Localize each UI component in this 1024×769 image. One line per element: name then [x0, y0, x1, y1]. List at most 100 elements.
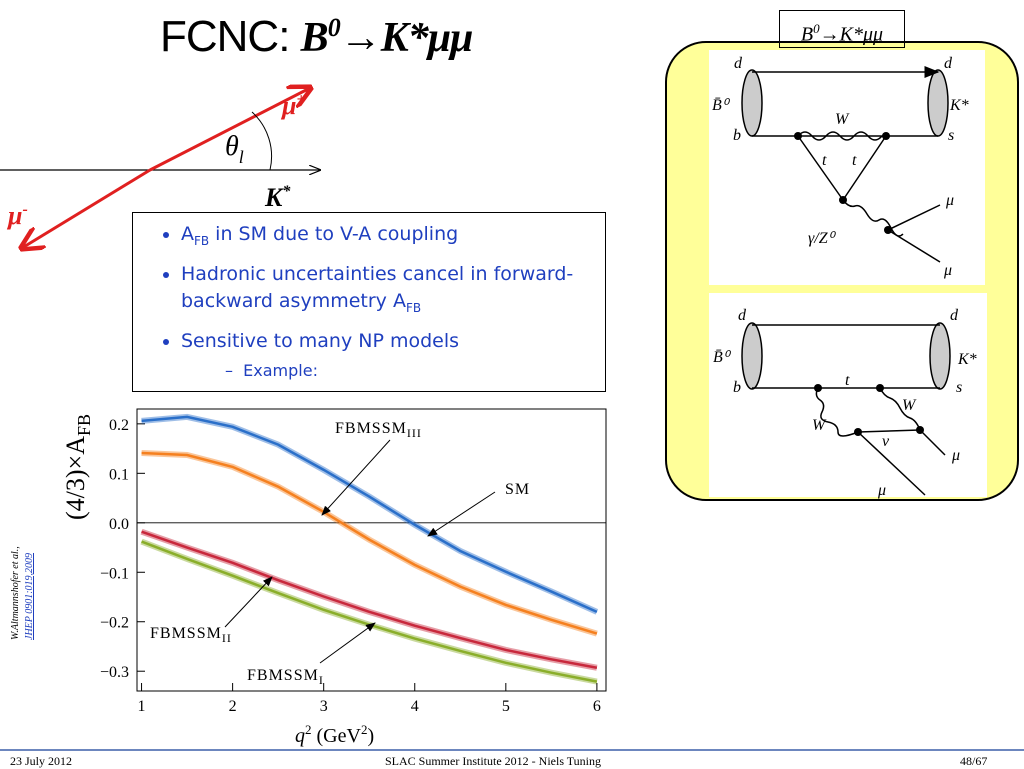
feynman-label: W	[902, 397, 917, 414]
bullet: AFB in SM due to V-A coupling	[181, 221, 605, 255]
label: II	[222, 631, 232, 645]
annotation-arrow	[319, 622, 376, 664]
annotation-arrow	[321, 439, 391, 516]
label: FBMSSM	[247, 667, 319, 684]
feynman-label: μ	[945, 192, 954, 209]
feynman-label: μ	[943, 262, 952, 279]
annotation-arrow	[224, 576, 273, 628]
label: 2	[305, 722, 312, 737]
label: SM	[505, 481, 530, 498]
series-label: FBMSSMIII	[335, 420, 422, 440]
muon-minus	[22, 168, 151, 248]
x-tick-label: 1	[138, 698, 146, 715]
feynman-label: μ	[877, 482, 886, 499]
label: θ	[225, 131, 239, 162]
label: μ	[6, 201, 22, 230]
label: K	[264, 183, 284, 212]
label: l	[239, 147, 244, 167]
x-tick-label: 4	[411, 698, 419, 715]
label: FBMSSM	[150, 625, 222, 642]
y-tick-label: −0.1	[100, 565, 129, 582]
feynman-label: d	[738, 307, 747, 324]
label: B	[800, 23, 814, 46]
feynman-label: K*	[957, 351, 977, 368]
muon-plus	[149, 88, 310, 172]
feynman-label: d	[950, 307, 959, 324]
label: (GeV	[312, 725, 362, 747]
feynman-label: t	[845, 372, 850, 389]
label: (4/3)×A	[61, 436, 90, 520]
title-prefix: FCNC:	[160, 12, 290, 61]
bullet-text: Sensitive to many NP models	[181, 329, 460, 352]
box-label: B0→K*μμ	[779, 10, 905, 48]
feynman-label: b	[733, 379, 741, 396]
feynman-label: W	[812, 417, 827, 434]
theta: θl	[225, 131, 244, 167]
feynman-label: b	[733, 127, 741, 144]
y-tick-label: 0.1	[109, 466, 129, 483]
feynman-label: B̄⁰	[712, 97, 731, 114]
bullet-box: AFB in SM due to V-A coupling Hadronic un…	[132, 212, 606, 392]
title-formula: 0	[327, 13, 341, 42]
bullet-text: Hadronic uncertainties cancel in forward…	[181, 262, 574, 312]
bullet-list: AFB in SM due to V-A coupling Hadronic un…	[133, 221, 605, 355]
bullet-text: in SM due to V-A coupling	[209, 223, 459, 245]
series-label: FBMSSMI	[247, 667, 324, 687]
series-line	[141, 451, 598, 635]
y-tick-label: 0.2	[109, 417, 129, 434]
mu-plus: μ+	[280, 91, 306, 120]
x-tick-label: 2	[229, 698, 237, 715]
subscript: FB	[194, 233, 210, 248]
feynman-label: t	[822, 152, 827, 169]
annotation-arrow	[427, 491, 496, 537]
title-formula: B	[300, 15, 329, 61]
feynman-labels: d d B̄⁰ K* b s Wt t μ γ/Z⁰ μ d d B̄⁰ K* b t s W Wν μ μ	[712, 55, 977, 499]
feynman-label: s	[956, 379, 962, 396]
feynman-label: γ/Z⁰	[808, 230, 837, 247]
plot-frame	[136, 408, 607, 692]
diagram-1-lines	[741, 66, 949, 263]
feynman-label: d	[734, 55, 743, 72]
footer-page: 48/67	[960, 754, 988, 768]
bullet: Sensitive to many NP models	[181, 328, 605, 355]
label: q	[295, 725, 305, 747]
x-tick-label: 6	[593, 698, 601, 715]
title: FCNC: B0→K*μμ	[160, 12, 474, 62]
label: μ	[280, 91, 296, 120]
label: 0	[813, 21, 820, 36]
y-axis-label: (4/3)×AFB	[61, 414, 94, 520]
plot: −0.3−0.2−0.10.00.10.21 2 3 4 5 6q2 (GeV2)(4/3…	[61, 408, 607, 747]
feynman-label: t	[852, 152, 857, 169]
label: I	[319, 673, 324, 687]
footer-center: SLAC Summer Institute 2012 - Niels Tunin…	[385, 754, 602, 768]
title-formula: →K*μμ	[339, 15, 474, 61]
series-line	[141, 415, 598, 613]
x-tick-label: 5	[502, 698, 510, 715]
citation-ref[interactable]: JHEP 0901:019,2009	[24, 553, 35, 640]
kstar: K*	[264, 183, 291, 212]
feynman-label: ν	[882, 433, 890, 450]
feynman-label: K*	[949, 97, 969, 114]
label: 2	[361, 722, 368, 737]
sub-bullet-text: Example:	[243, 360, 318, 380]
series-band	[140, 528, 598, 671]
label: FBMSSM	[335, 420, 407, 437]
feynman-label: d	[944, 55, 953, 72]
y-tick-label: −0.3	[100, 664, 129, 681]
diagram-2-lines	[741, 322, 951, 496]
x-axis-label: q2 (GeV2)	[295, 722, 374, 747]
bullet-text: A	[181, 223, 194, 245]
mu-minus: μ-	[6, 201, 28, 230]
x-tick-label: 3	[320, 698, 328, 715]
label: -	[22, 201, 27, 218]
feynman-label: μ	[951, 447, 960, 464]
citation-authors: W.Altmannshofer et al.,	[10, 546, 21, 640]
footer-date: 23 July 2012	[10, 754, 73, 768]
series-label: FBMSSMII	[150, 625, 232, 645]
series-label: SM	[505, 481, 530, 498]
bullet: Hadronic uncertainties cancel in forward…	[181, 261, 605, 322]
y-tick-label: −0.2	[100, 615, 129, 632]
y-tick-label: 0.0	[109, 516, 129, 533]
